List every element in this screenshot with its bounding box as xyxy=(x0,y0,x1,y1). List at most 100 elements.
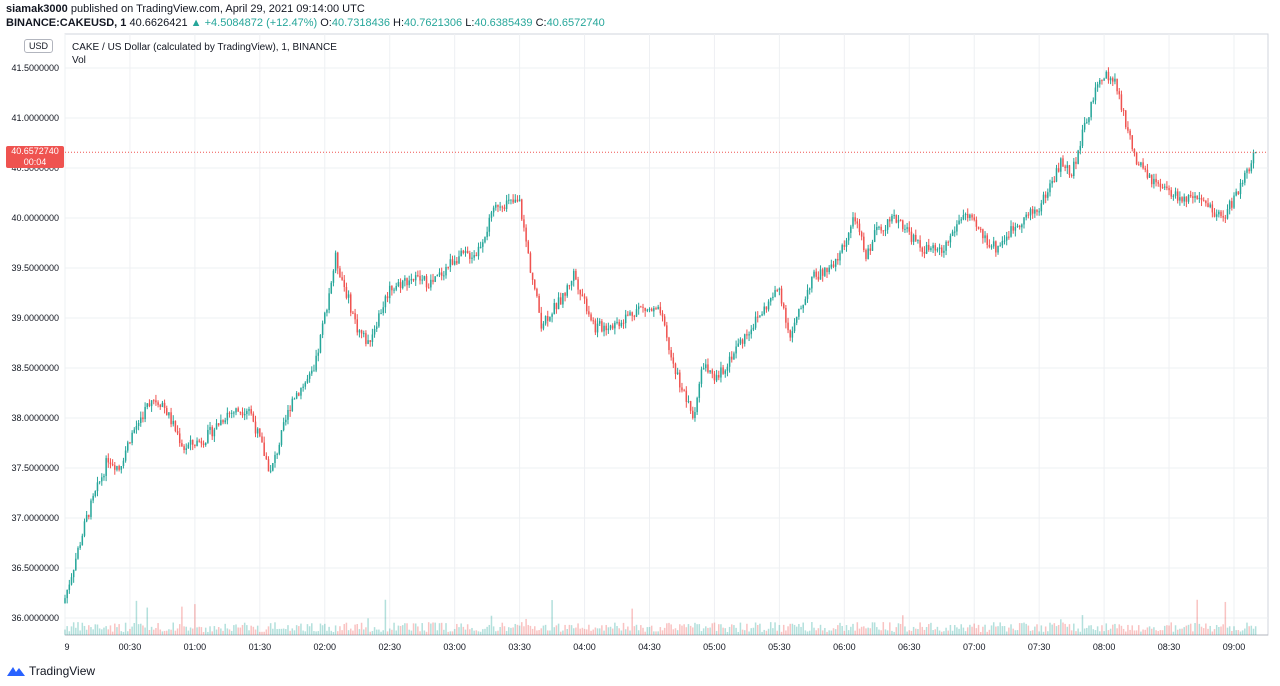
candle-body xyxy=(1137,164,1140,166)
candle-body xyxy=(131,432,133,444)
volume-bar xyxy=(254,629,257,635)
open-value: 40.7318436 xyxy=(331,17,390,29)
candle-body xyxy=(304,382,307,387)
candle-body xyxy=(142,417,144,420)
volume-bar xyxy=(129,628,131,635)
candle-body xyxy=(1092,100,1095,102)
candle-body xyxy=(412,278,415,281)
candle-body xyxy=(460,250,462,257)
candle-body xyxy=(1077,150,1079,164)
volume-bar xyxy=(542,625,545,635)
candle-body xyxy=(834,258,837,267)
volume-bar xyxy=(349,628,352,635)
volume-bar xyxy=(549,630,551,635)
candle-body xyxy=(672,357,675,364)
volume-bar xyxy=(791,623,794,635)
candle-body xyxy=(940,247,943,253)
candle-body xyxy=(189,439,192,445)
candle-body xyxy=(689,401,692,411)
volume-bar xyxy=(302,630,304,635)
volume-bar xyxy=(298,626,300,635)
candle-body xyxy=(261,436,263,443)
author-name[interactable]: siamak3000 xyxy=(6,3,68,15)
candle-body xyxy=(1218,211,1220,215)
volume-bar xyxy=(726,631,729,635)
candle-body xyxy=(191,439,194,445)
volume-bar xyxy=(365,627,367,635)
candle-body xyxy=(702,368,705,370)
candle-body xyxy=(365,333,367,344)
candle-body xyxy=(750,329,753,335)
volume-bar xyxy=(137,624,140,635)
candle-body xyxy=(1099,80,1101,85)
volume-bar xyxy=(739,622,742,635)
candle-body xyxy=(627,314,629,316)
candle-body xyxy=(505,200,508,209)
candle-body xyxy=(726,366,729,371)
volume-bar xyxy=(293,630,296,635)
volume-bar xyxy=(653,631,655,635)
candle-body xyxy=(1161,187,1164,189)
candle-body xyxy=(577,279,579,290)
candle-body xyxy=(544,316,547,324)
candle-body xyxy=(908,227,911,232)
volume-bar xyxy=(269,623,272,635)
volume-bar xyxy=(466,624,469,635)
volume-bar xyxy=(1133,630,1136,635)
volume-bar xyxy=(267,626,270,635)
volume-bar xyxy=(986,631,988,635)
candle-body xyxy=(791,331,794,338)
candle-body xyxy=(808,288,811,290)
volume-bar xyxy=(789,623,791,635)
volume-bar xyxy=(1029,630,1032,635)
volume-bar xyxy=(1103,631,1105,635)
volume-bar xyxy=(585,629,588,635)
volume-bar xyxy=(523,626,525,635)
candle-body xyxy=(1005,236,1008,241)
candle-body xyxy=(181,443,183,447)
volume-bar xyxy=(1215,624,1218,635)
volume-bar xyxy=(856,622,859,635)
volume-bar xyxy=(170,629,172,635)
candle-body xyxy=(637,306,640,310)
candle-body xyxy=(1096,84,1099,88)
volume-bar xyxy=(878,629,880,635)
volume-bar xyxy=(1187,624,1190,635)
currency-badge[interactable]: USD xyxy=(24,39,54,53)
volume-bar xyxy=(1129,629,1131,635)
candle-body xyxy=(1254,152,1257,154)
candle-body xyxy=(1239,183,1242,195)
volume-bar xyxy=(343,624,346,635)
candle-body xyxy=(220,420,222,426)
volume-bar xyxy=(616,626,618,635)
volume-bar xyxy=(1116,628,1118,635)
candle-body xyxy=(445,267,447,276)
candle-body xyxy=(713,373,716,381)
volume-bar xyxy=(1185,625,1188,635)
candle-body xyxy=(1094,87,1097,101)
candle-body xyxy=(832,264,835,267)
candle-body xyxy=(674,363,677,375)
volume-bar xyxy=(328,626,330,635)
candle-body xyxy=(326,309,328,313)
volume-bar xyxy=(713,622,716,635)
volume-bar xyxy=(1051,624,1053,635)
candle-body xyxy=(566,285,568,296)
footer-brand[interactable]: TradingView xyxy=(6,664,95,678)
candle-body xyxy=(966,213,969,219)
volume-bar xyxy=(79,630,81,635)
candle-body xyxy=(373,329,376,335)
candle-body xyxy=(780,288,783,304)
volume-bar xyxy=(733,625,735,635)
candle-body xyxy=(419,275,421,281)
volume-bar xyxy=(635,624,638,635)
chart-legend-title: CAKE / US Dollar (calculated by TradingV… xyxy=(72,42,337,53)
volume-bar xyxy=(559,631,562,635)
candle-body xyxy=(484,237,486,243)
candle-body xyxy=(828,267,830,273)
open-label: O: xyxy=(320,17,332,29)
volume-bar xyxy=(109,625,112,635)
candle-body xyxy=(1053,180,1056,182)
candle-body xyxy=(997,245,999,253)
